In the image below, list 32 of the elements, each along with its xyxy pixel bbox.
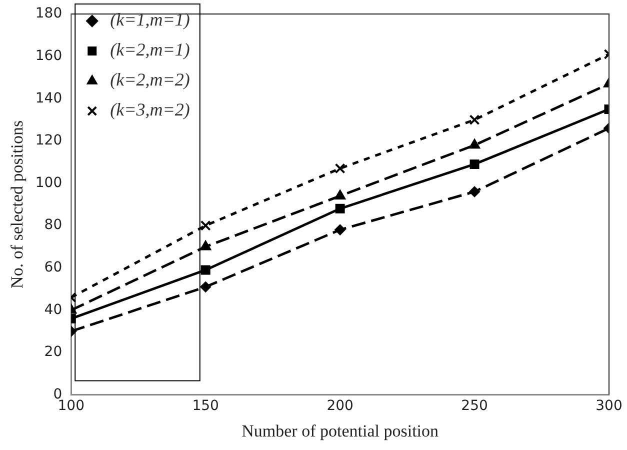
y-tick-label: 120 xyxy=(35,132,62,149)
y-tick-label: 20 xyxy=(44,344,62,360)
y-tick-label: 180 xyxy=(35,6,62,22)
y-tick-label: 80 xyxy=(44,217,62,234)
point xyxy=(468,138,480,149)
y-tick-label: 100 xyxy=(35,174,62,191)
point xyxy=(469,114,480,126)
point xyxy=(334,163,346,174)
point xyxy=(200,281,212,292)
x-tick-label: 100 xyxy=(58,398,84,414)
x-tick-label: 150 xyxy=(192,398,219,414)
point xyxy=(335,204,345,214)
legend-label: (k=2,m=1) xyxy=(110,40,190,60)
y-tick-label: 160 xyxy=(35,48,62,64)
legend-label: (k=2,m=2) xyxy=(110,70,190,90)
x-axis-title: Number of potential position xyxy=(242,421,439,440)
point xyxy=(200,240,212,250)
y-tick-label: 60 xyxy=(44,260,62,276)
x-tick-label: 200 xyxy=(326,398,354,414)
x-tick-label: 250 xyxy=(461,398,488,414)
y-axis-title: No. of selected positions xyxy=(8,120,27,288)
y-tick-label: 140 xyxy=(35,90,62,106)
point xyxy=(200,265,210,275)
legend-label: (k=3,m=2) xyxy=(110,100,190,120)
x-tick-label: 300 xyxy=(596,398,622,414)
point xyxy=(470,159,480,169)
point xyxy=(469,186,480,198)
point xyxy=(334,224,346,236)
point xyxy=(334,189,346,200)
legend-label: (k=1,m=1) xyxy=(110,10,190,30)
y-tick-label: 40 xyxy=(44,302,62,318)
point xyxy=(200,220,211,231)
